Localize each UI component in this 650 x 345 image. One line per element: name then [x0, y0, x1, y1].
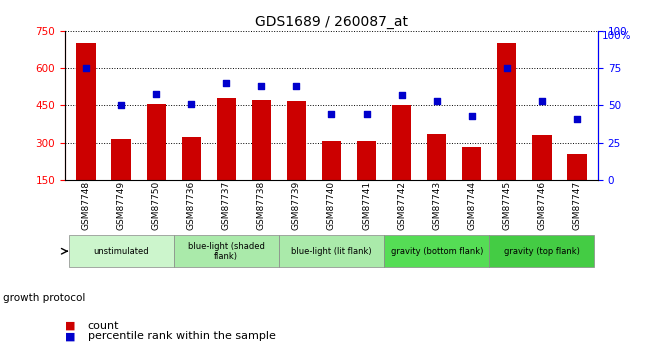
Text: GSM87743: GSM87743	[432, 181, 441, 230]
Text: unstimulated: unstimulated	[94, 247, 149, 256]
Text: GSM87737: GSM87737	[222, 181, 231, 230]
Title: GDS1689 / 260087_at: GDS1689 / 260087_at	[255, 14, 408, 29]
Bar	[287, 101, 306, 180]
Text: GSM87750: GSM87750	[151, 181, 161, 230]
Point	[116, 103, 126, 108]
Bar	[357, 141, 376, 180]
Text: GSM87736: GSM87736	[187, 181, 196, 230]
Text: ■: ■	[65, 332, 75, 341]
Point	[572, 116, 582, 121]
Point	[291, 83, 302, 89]
Text: ■: ■	[65, 321, 75, 331]
Point	[151, 91, 161, 96]
Text: GSM87744: GSM87744	[467, 181, 476, 230]
Bar	[77, 43, 96, 180]
Text: GSM87747: GSM87747	[573, 181, 582, 230]
Point	[467, 113, 477, 119]
Point	[537, 98, 547, 104]
Point	[221, 80, 231, 86]
Bar	[497, 43, 517, 180]
FancyBboxPatch shape	[68, 235, 174, 267]
Bar	[252, 100, 271, 180]
Text: count: count	[88, 321, 119, 331]
Bar	[462, 147, 482, 180]
Text: GSM87749: GSM87749	[116, 181, 125, 230]
Point	[256, 83, 266, 89]
Point	[502, 66, 512, 71]
Text: GSM87742: GSM87742	[397, 181, 406, 230]
Text: blue-light (lit flank): blue-light (lit flank)	[291, 247, 372, 256]
FancyBboxPatch shape	[279, 235, 384, 267]
Text: GSM87746: GSM87746	[538, 181, 547, 230]
Bar	[427, 135, 447, 180]
Point	[326, 112, 337, 117]
Point	[186, 101, 196, 107]
Text: GSM87739: GSM87739	[292, 181, 301, 230]
Bar	[567, 154, 586, 180]
FancyBboxPatch shape	[174, 235, 279, 267]
Point	[361, 112, 372, 117]
Bar	[111, 139, 131, 180]
Bar	[216, 99, 236, 180]
Text: growth protocol: growth protocol	[3, 294, 86, 303]
FancyBboxPatch shape	[489, 235, 595, 267]
Text: GSM87740: GSM87740	[327, 181, 336, 230]
Bar	[181, 137, 201, 180]
Text: GSM87738: GSM87738	[257, 181, 266, 230]
Text: GSM87741: GSM87741	[362, 181, 371, 230]
Bar	[146, 104, 166, 180]
Y-axis label: 100%: 100%	[602, 31, 632, 41]
FancyBboxPatch shape	[384, 235, 489, 267]
Bar	[392, 106, 411, 180]
Point	[81, 66, 91, 71]
Text: gravity (bottom flank): gravity (bottom flank)	[391, 247, 483, 256]
Point	[432, 98, 442, 104]
Point	[396, 92, 407, 98]
Bar	[322, 141, 341, 180]
Text: GSM87748: GSM87748	[81, 181, 90, 230]
Text: gravity (top flank): gravity (top flank)	[504, 247, 580, 256]
Bar	[532, 135, 552, 180]
Text: blue-light (shaded
flank): blue-light (shaded flank)	[188, 241, 265, 261]
Text: percentile rank within the sample: percentile rank within the sample	[88, 332, 276, 341]
Text: GSM87745: GSM87745	[502, 181, 512, 230]
